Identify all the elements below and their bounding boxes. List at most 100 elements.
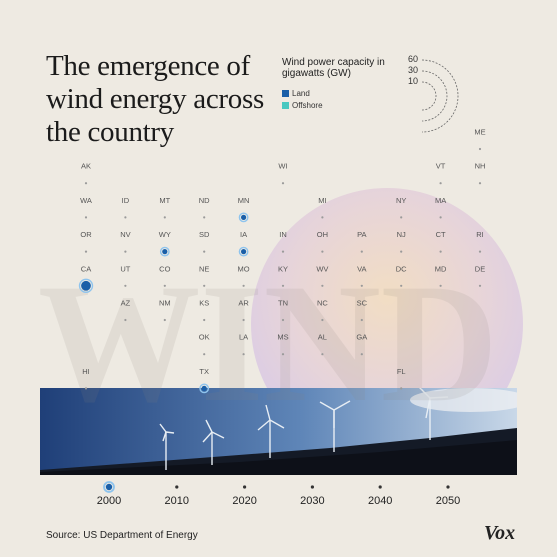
state-dot-or[interactable] [84,250,88,253]
state-dot-vt[interactable] [439,182,442,185]
state-dot-la[interactable] [242,353,245,356]
state-dot-in[interactable] [281,250,285,253]
state-dot-ar[interactable] [242,318,245,322]
state-dot-mi[interactable] [321,216,324,219]
legend-title: Wind power capacity in gigawatts (GW) [282,57,385,79]
state-label-mi: MI [318,196,326,205]
state-label-ne: NE [199,264,209,273]
state-dot-wy[interactable] [162,249,168,255]
legend-arc [421,70,448,122]
state-label-or: OR [80,230,92,239]
legend-scale-label: 30 [408,65,418,75]
state-dot-pa[interactable] [360,250,363,253]
vox-logo[interactable]: Vox [484,522,516,544]
land-swatch [282,90,289,97]
state-dot-mt[interactable] [163,216,166,219]
state-dot-va[interactable] [360,284,363,287]
state-dot-nm[interactable] [163,318,166,322]
state-dot-ks[interactable] [203,318,206,322]
timeline-label-2010[interactable]: 2010 [165,495,189,507]
state-label-co: CO [159,264,170,273]
state-dot-ut[interactable] [124,284,127,287]
state-dot-nj[interactable] [400,250,403,253]
state-label-ky: KY [278,264,288,273]
state-dot-nv[interactable] [124,250,127,253]
timeline-label-2030[interactable]: 2030 [300,495,324,507]
state-label-ia: IA [240,230,247,239]
state-dot-mn[interactable] [241,214,247,220]
state-label-ct: CT [436,230,446,239]
state-dot-id[interactable] [124,216,127,219]
legend-scale-label: 10 [408,76,418,86]
state-label-tx: TX [199,367,209,376]
state-dot-fl[interactable] [400,387,403,390]
state-dot-co[interactable] [163,284,166,287]
state-dot-ne[interactable] [203,284,206,287]
state-grid: ME AK WI VT NH WA ID MT ND MN MI NY MA OR NV WY SD IA IN OH… [78,128,486,394]
timeline-label-2040[interactable]: 2040 [368,495,392,507]
state-dot-me[interactable] [478,147,482,151]
state-dot-ct[interactable] [439,250,442,253]
state-label-ak: AK [81,162,91,171]
state-label-nd: ND [199,196,210,205]
state-dot-nd[interactable] [203,216,206,219]
state-dot-az[interactable] [124,318,127,322]
state-dot-nc[interactable] [321,318,324,322]
state-dot-tn[interactable] [281,318,285,322]
state-dot-de[interactable] [478,284,482,287]
legend-label-land: Land [292,89,310,98]
state-label-az: AZ [121,299,131,308]
state-dot-ga[interactable] [360,353,363,356]
timeline-tick-2010 [175,485,179,489]
state-dot-ky[interactable] [281,284,285,287]
state-dot-mo[interactable] [242,284,245,287]
state-label-va: VA [357,264,366,273]
state-dot-sd[interactable] [203,250,206,253]
background-word: WIND [38,249,498,437]
state-dot-nh[interactable] [478,182,482,185]
state-label-dc: DC [396,264,407,273]
state-dot-tx[interactable] [201,385,207,391]
state-dot-wv[interactable] [321,284,324,287]
turbine-icons [159,388,449,470]
state-dot-wa[interactable] [84,216,88,219]
state-label-ms: MS [277,333,288,342]
state-label-fl: FL [397,367,406,376]
legend-label-offshore: Offshore [292,101,323,110]
state-dot-ak[interactable] [84,182,88,185]
state-label-id: ID [122,196,130,205]
state-dot-sc[interactable] [360,318,363,322]
state-label-oh: OH [317,230,328,239]
state-dot-wi[interactable] [281,182,285,185]
state-label-nm: NM [159,299,171,308]
state-dot-oh[interactable] [321,250,324,253]
timeline-tick-2030 [310,485,314,489]
state-label-me: ME [474,128,485,137]
state-dot-hi[interactable] [84,387,88,390]
state-dot-ok[interactable] [203,353,206,356]
state-dot-dc[interactable] [400,284,403,287]
state-dot-ri[interactable] [478,250,482,253]
state-dot-ma[interactable] [439,216,442,219]
state-label-ma: MA [435,196,446,205]
state-dot-md[interactable] [439,284,442,287]
state-glow-tx [199,383,210,394]
state-dot-ia[interactable] [241,249,247,255]
state-label-md: MD [435,264,447,273]
state-glow-ia [238,246,249,257]
timeline-playhead[interactable] [105,483,113,491]
timeline-label-2050[interactable]: 2050 [436,495,460,507]
state-dot-ca[interactable] [81,280,91,291]
state-label-mt: MT [159,196,170,205]
state-dot-al[interactable] [321,353,324,356]
state-dot-ms[interactable] [281,353,285,356]
state-dot-ny[interactable] [400,216,403,219]
timeline-label-2020[interactable]: 2020 [232,495,256,507]
state-label-vt: VT [436,162,446,171]
state-label-wv: WV [316,264,328,273]
wind-farm-photo [40,388,517,475]
timeline[interactable]: 2000 2010 2020 2030 2040 2050 [97,481,460,507]
legend-arc [421,81,437,111]
timeline-label-2000[interactable]: 2000 [97,495,121,507]
